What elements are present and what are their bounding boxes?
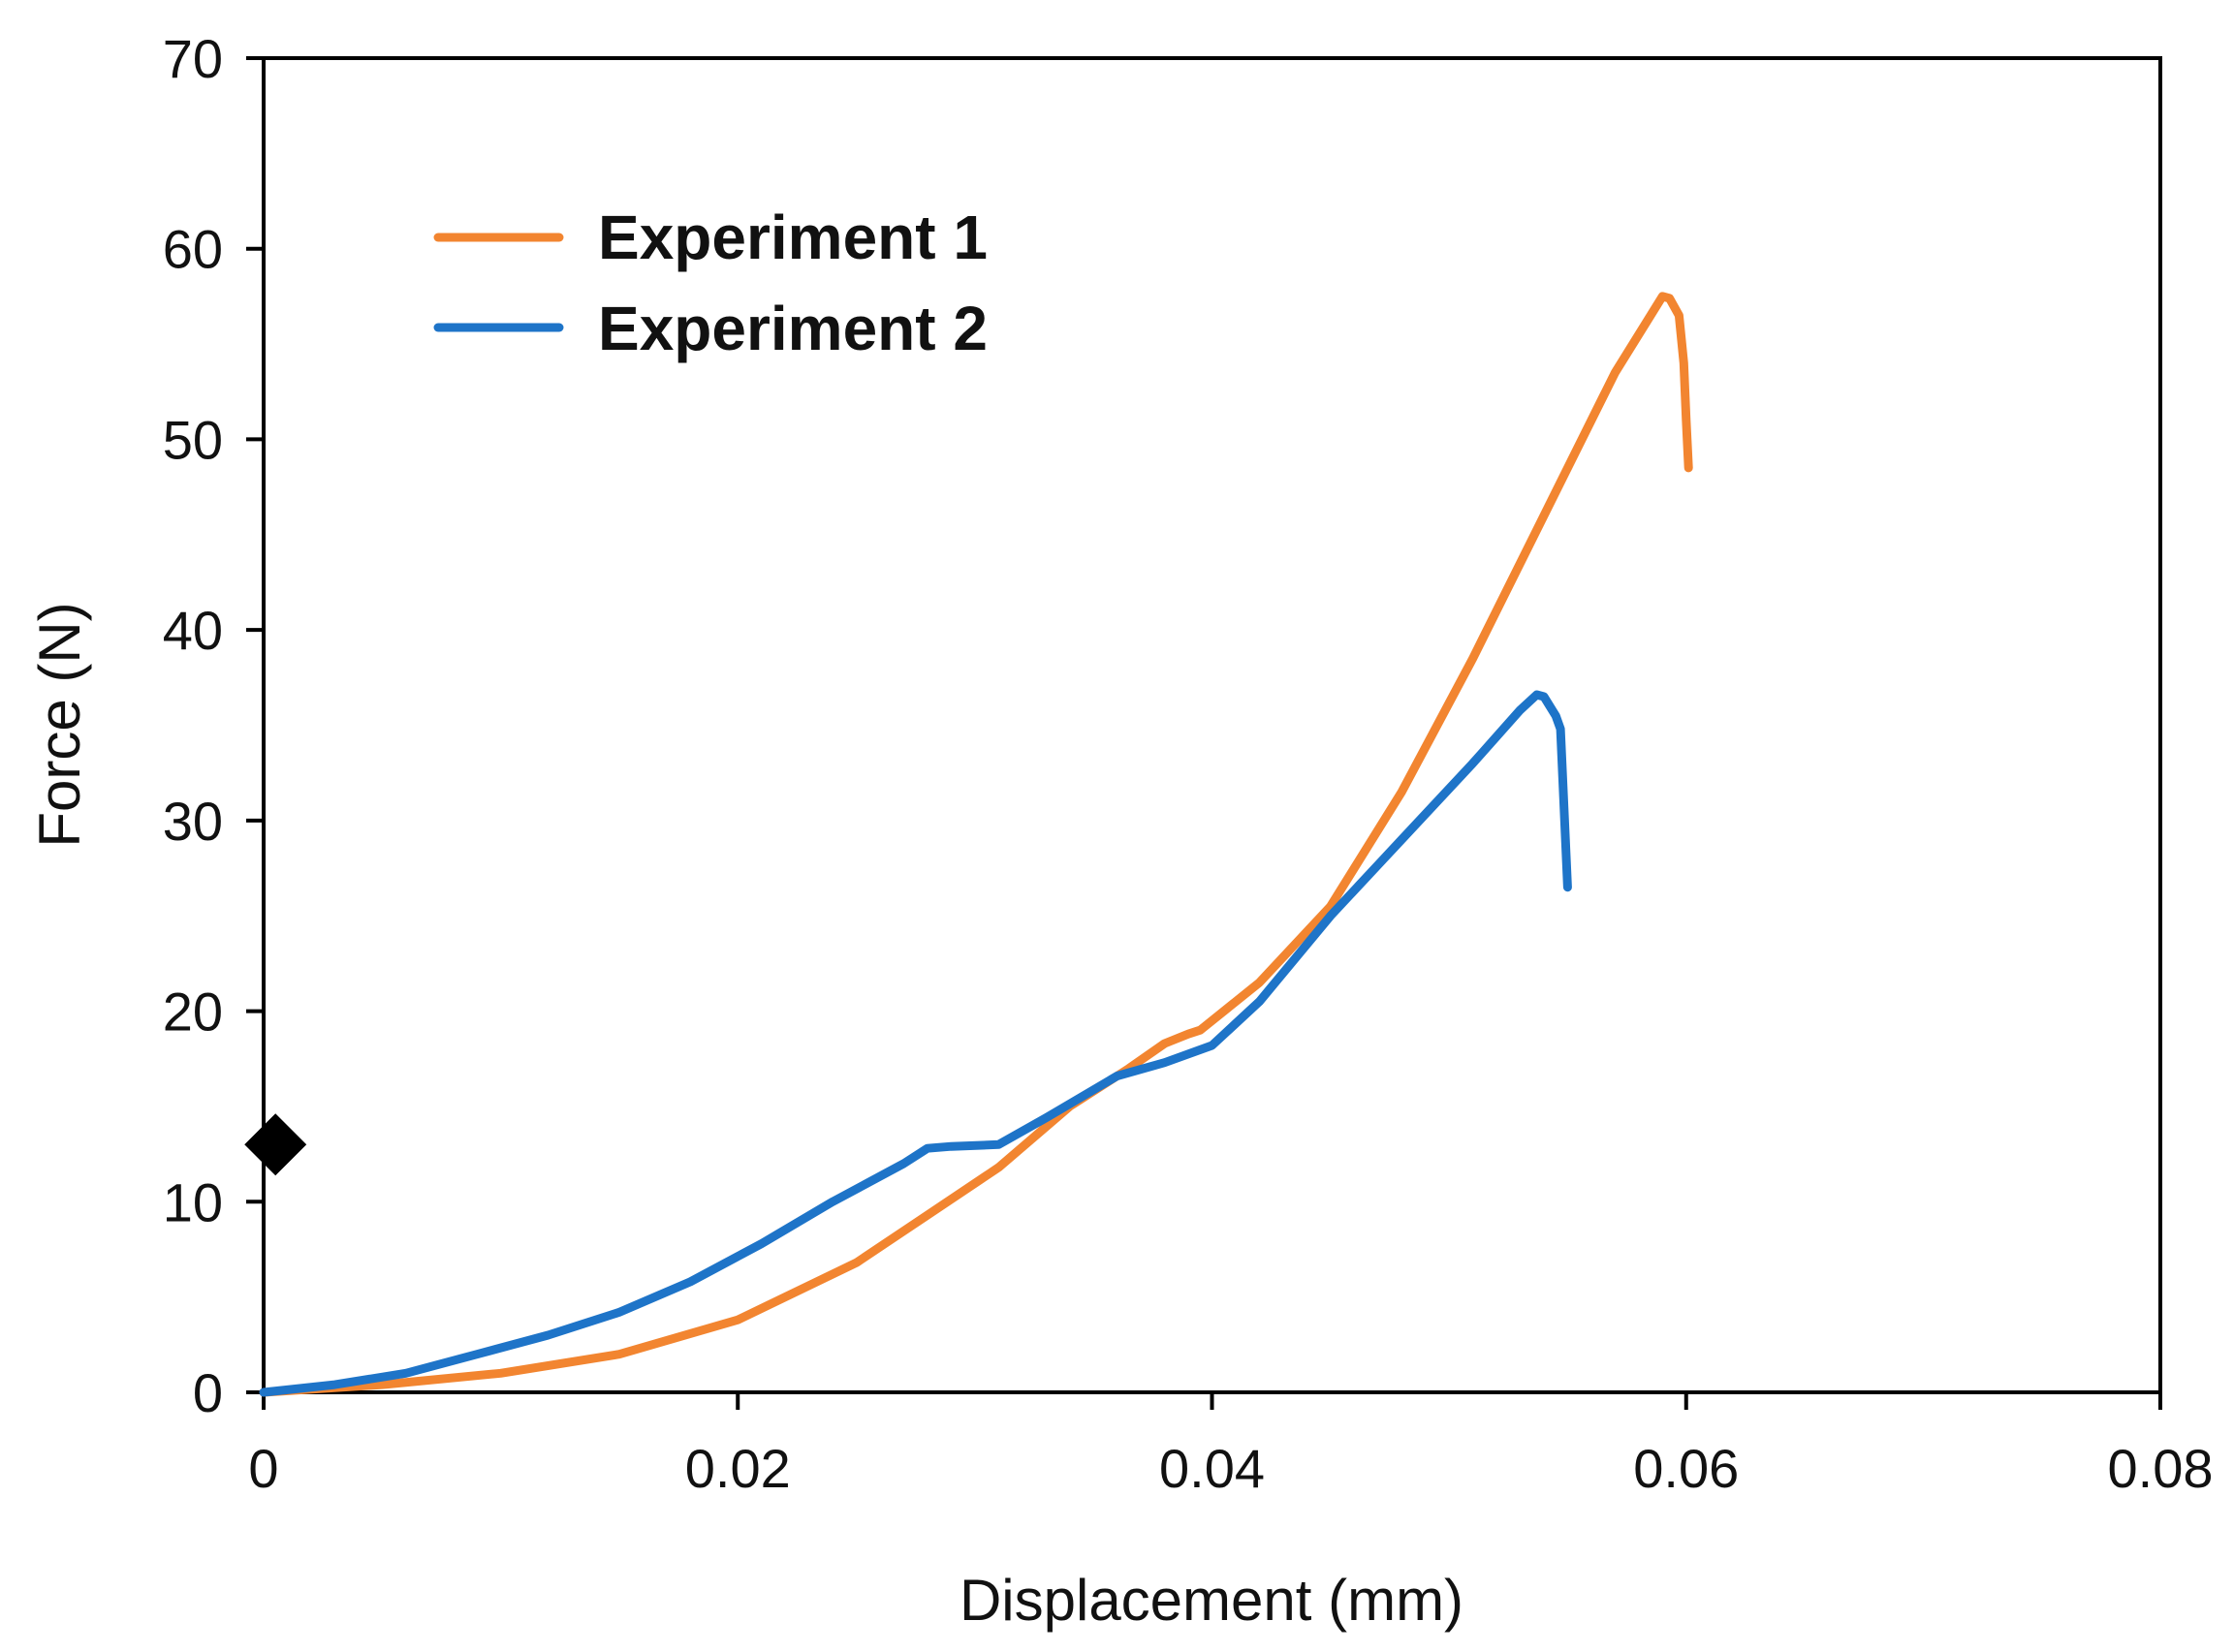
y-tick-label: 30: [163, 791, 223, 852]
legend: Experiment 1 Experiment 2: [433, 203, 988, 363]
y-tick-label: 50: [163, 409, 223, 470]
legend-label-experiment-1: Experiment 1: [598, 203, 988, 272]
y-tick-label: 60: [163, 219, 223, 280]
x-tick-label: 0.02: [685, 1438, 791, 1499]
y-axis-title: Force (N): [27, 602, 92, 847]
y-tick-label: 20: [163, 982, 223, 1043]
y-tick-label: 0: [193, 1362, 223, 1423]
series-lines: [259, 292, 1693, 1397]
y-tick-label: 70: [163, 28, 223, 89]
diamond-marker: [244, 1113, 307, 1176]
x-axis-title: Displacement (mm): [960, 1568, 1463, 1633]
y-tick-label: 40: [163, 600, 223, 661]
x-tick-label: 0.04: [1159, 1438, 1265, 1499]
x-tick-label: 0.06: [1633, 1438, 1739, 1499]
series-markers: [244, 1113, 307, 1176]
series-line-experiment-2: [259, 690, 1572, 1397]
legend-label-experiment-2: Experiment 2: [598, 294, 988, 363]
plot-frame: [262, 56, 2162, 1394]
y-tick-label: 10: [163, 1171, 223, 1232]
x-tick-label: 0: [248, 1438, 278, 1499]
x-tick-label: 0.08: [2108, 1438, 2214, 1499]
axis-ticks: [246, 56, 2162, 1410]
plot-border: [262, 56, 2162, 1394]
axis-tick-labels: 0 0.02 0.04 0.06 0.08 0 10 20 30 40 50 60 70: [163, 28, 2214, 1499]
series-line-experiment-1: [259, 292, 1693, 1397]
